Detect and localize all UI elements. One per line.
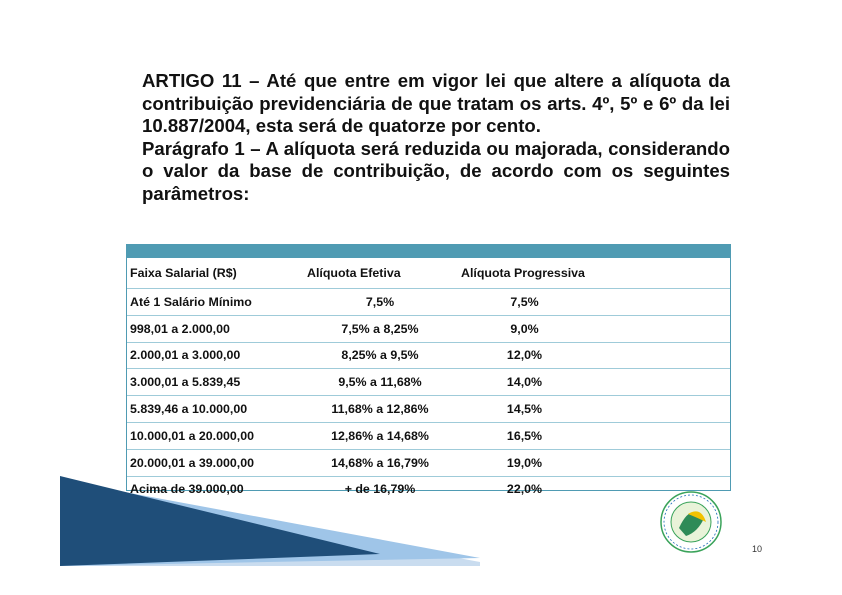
- union-seal-icon: [660, 491, 722, 553]
- table-row: 2.000,01 a 3.000,00 8,25% a 9,5% 12,0%: [127, 342, 730, 370]
- cell-progressive-rate: 14,5%: [455, 395, 591, 423]
- cell-salary-range: 3.000,01 a 5.839,45: [127, 368, 302, 397]
- table-row: 998,01 a 2.000,00 7,5% a 8,25% 9,0%: [127, 315, 730, 343]
- header-salary-range: Faixa Salarial (R$): [127, 258, 302, 289]
- table-header-row: Faixa Salarial (R$) Alíquota Efetiva Alí…: [127, 258, 730, 289]
- cell-effective-rate: 9,5% a 11,68%: [302, 368, 455, 397]
- cell-salary-range: 2.000,01 a 3.000,00: [127, 342, 302, 370]
- article-11-text: ARTIGO 11 – Até que entre em vigor lei q…: [142, 70, 730, 136]
- cell-effective-rate: 14,68% a 16,79%: [302, 449, 455, 477]
- table-row: Até 1 Salário Mínimo 7,5% 7,5%: [127, 288, 730, 316]
- cell-effective-rate: 8,25% a 9,5%: [302, 342, 455, 370]
- cell-progressive-rate: 12,0%: [455, 342, 591, 370]
- page-number: 10: [752, 544, 763, 554]
- table-row: 5.839,46 a 10.000,00 11,68% a 12,86% 14,…: [127, 395, 730, 423]
- cell-effective-rate: 7,5% a 8,25%: [302, 315, 455, 343]
- table-top-bar: [127, 244, 730, 258]
- cell-salary-range: 5.839,46 a 10.000,00: [127, 395, 302, 423]
- table-row: 3.000,01 a 5.839,45 9,5% a 11,68% 14,0%: [127, 368, 730, 397]
- cell-salary-range: 10.000,01 a 20.000,00: [127, 422, 302, 450]
- table-row: 10.000,01 a 20.000,00 12,86% a 14,68% 16…: [127, 422, 730, 450]
- article-text: ARTIGO 11 – Até que entre em vigor lei q…: [142, 70, 730, 205]
- rates-table: Faixa Salarial (R$) Alíquota Efetiva Alí…: [126, 244, 731, 496]
- header-progressive-rate: Alíquota Progressiva: [455, 258, 591, 289]
- cell-progressive-rate: 14,0%: [455, 368, 591, 397]
- cell-effective-rate: 7,5%: [302, 288, 455, 316]
- cell-salary-range: 998,01 a 2.000,00: [127, 315, 302, 343]
- header-effective-rate: Alíquota Efetiva: [302, 258, 455, 289]
- cell-effective-rate: 12,86% a 14,68%: [302, 422, 455, 450]
- cell-effective-rate: 11,68% a 12,86%: [302, 395, 455, 423]
- cell-progressive-rate: 9,0%: [455, 315, 591, 343]
- decorative-wedge: [60, 476, 480, 566]
- cell-progressive-rate: 22,0%: [506, 482, 543, 497]
- paragraph-1-text: Parágrafo 1 – A alíquota será reduzida o…: [142, 137, 730, 204]
- table-row: 20.000,01 a 39.000,00 14,68% a 16,79% 19…: [127, 449, 730, 477]
- cell-effective-rate: + de 16,79%: [344, 482, 416, 497]
- cell-salary-range: Até 1 Salário Mínimo: [127, 288, 302, 316]
- cell-salary-range: 20.000,01 a 39.000,00: [127, 449, 302, 477]
- cell-progressive-rate: 19,0%: [455, 449, 591, 477]
- cell-progressive-rate: 16,5%: [455, 422, 591, 450]
- cell-salary-range: Acima de 39.000,00: [130, 482, 244, 497]
- table-row: Acima de 39.000,00 + de 16,79% 22,0%: [127, 476, 730, 502]
- cell-progressive-rate: 7,5%: [455, 288, 591, 316]
